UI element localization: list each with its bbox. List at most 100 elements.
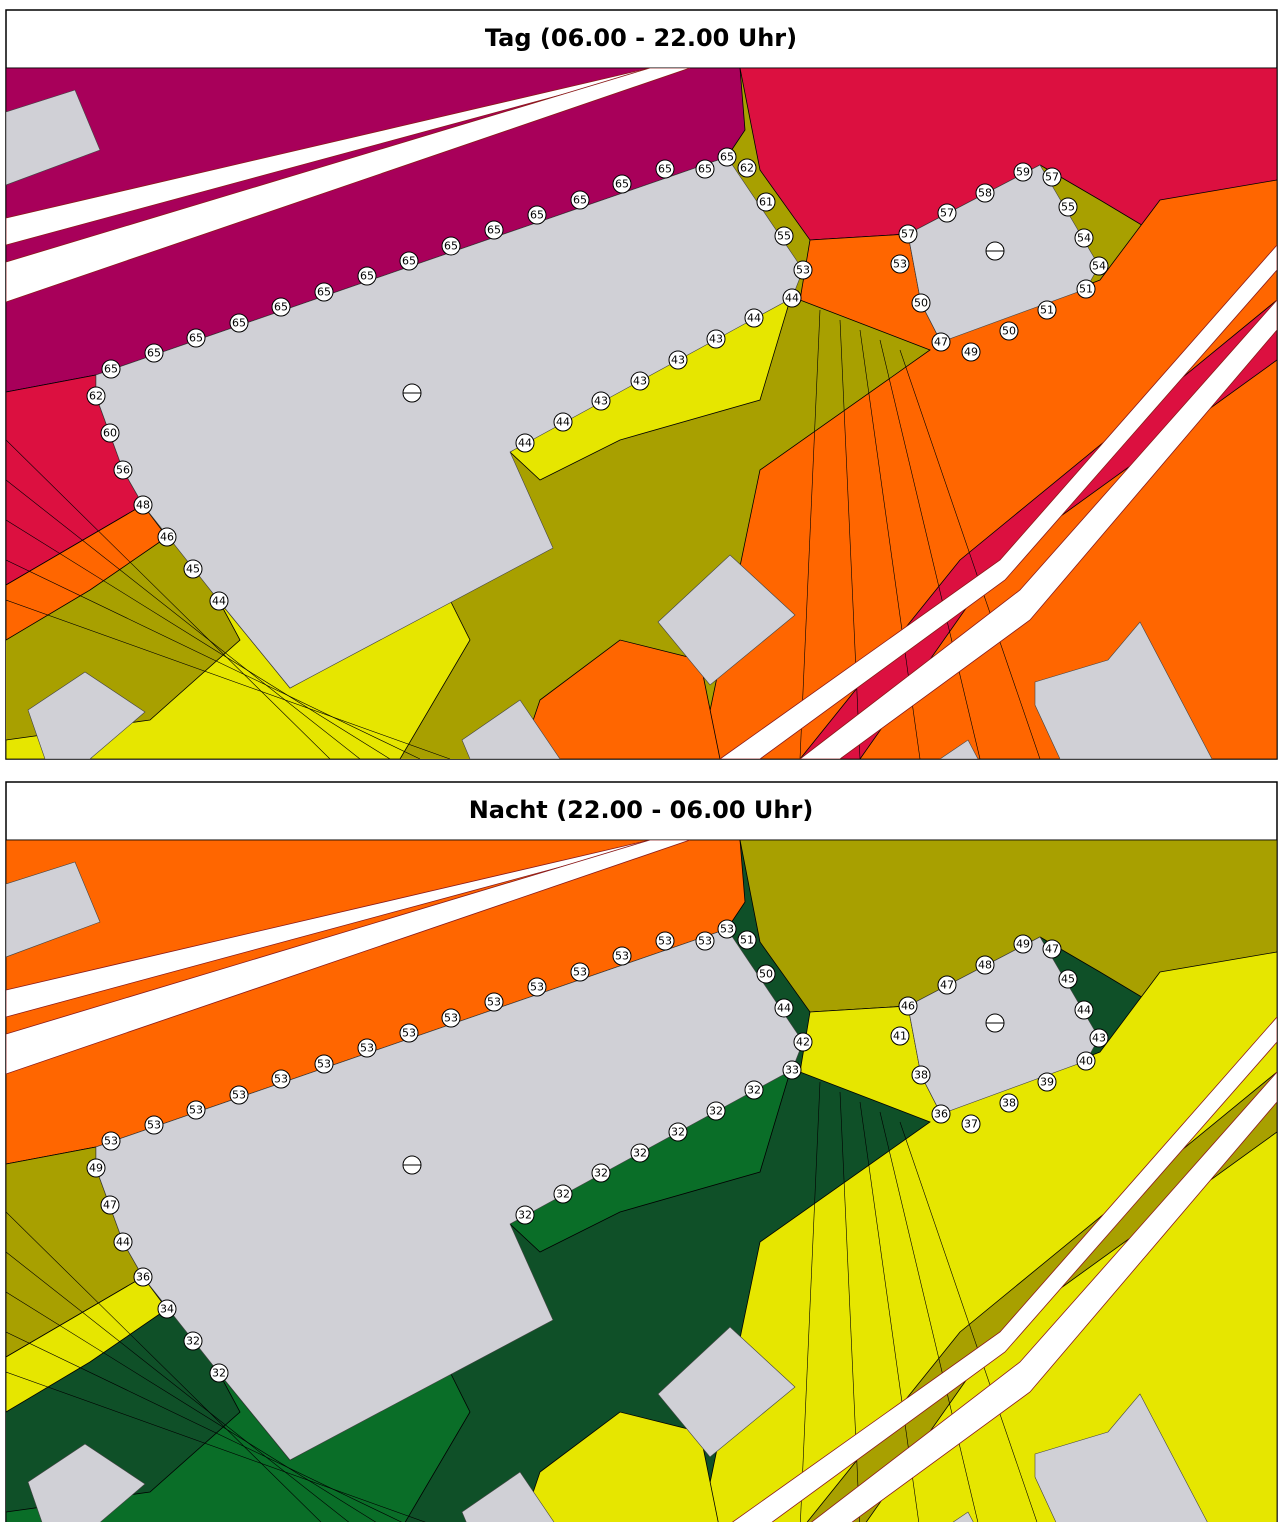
- building: [1034, 1393, 1210, 1526]
- level-badge: [570, 190, 590, 210]
- level-badge: [744, 308, 764, 328]
- level-label: 53: [698, 935, 712, 948]
- level-label: 44: [785, 292, 799, 305]
- level-badge: [695, 159, 715, 179]
- level-label: 61: [759, 196, 773, 209]
- level-label: 53: [232, 1089, 246, 1102]
- level-badge: [183, 1331, 203, 1351]
- level-badge: [1037, 1072, 1057, 1092]
- level-badge: [186, 328, 206, 348]
- level-badge: [183, 559, 203, 579]
- level-label: 49: [964, 346, 978, 359]
- level-label: 43: [633, 375, 647, 388]
- level-badge: [695, 931, 715, 951]
- level-badge: [144, 1115, 164, 1135]
- level-badge: [737, 158, 757, 178]
- level-label: 53: [615, 950, 629, 963]
- level-label: 32: [594, 1167, 608, 1180]
- panel-night: Nacht (22.00 - 06.00 Uhr) 53515353535353…: [5, 781, 1278, 1526]
- level-label: 47: [940, 979, 954, 992]
- zone: [6, 1276, 168, 1413]
- level-label: 33: [785, 1064, 799, 1077]
- level-label: 65: [698, 163, 712, 176]
- level-label: 46: [901, 1000, 915, 1013]
- level-badge: [441, 1008, 461, 1028]
- level-label: 40: [1079, 1055, 1093, 1068]
- level-badge: [668, 350, 688, 370]
- panel-title: Tag (06.00 - 22.00 Uhr): [485, 24, 797, 52]
- road: [6, 840, 661, 1018]
- level-label: 62: [89, 390, 103, 403]
- contour-line: [879, 1111, 980, 1526]
- level-badge: [961, 342, 981, 362]
- level-label: 53: [487, 996, 501, 1009]
- level-label: 53: [317, 1058, 331, 1071]
- level-label: 65: [573, 194, 587, 207]
- level-label: 45: [1061, 973, 1075, 986]
- level-label: 53: [573, 966, 587, 979]
- level-label: 57: [1045, 171, 1059, 184]
- level-label: 32: [747, 1084, 761, 1097]
- level-label: 65: [232, 317, 246, 330]
- level-badge: [999, 321, 1019, 341]
- level-label: 56: [116, 464, 130, 477]
- level-badge: [668, 1122, 688, 1142]
- level-label: 43: [709, 333, 723, 346]
- level-label: 65: [487, 224, 501, 237]
- level-label: 57: [901, 228, 915, 241]
- level-badge: [975, 955, 995, 975]
- zone: [6, 504, 168, 641]
- level-label: 51: [740, 934, 754, 947]
- level-label: 45: [186, 563, 200, 576]
- contour-line: [6, 1291, 383, 1526]
- level-label: 44: [747, 312, 761, 325]
- level-label: 58: [978, 187, 992, 200]
- level-badge: [1089, 256, 1109, 276]
- contour-line: [799, 309, 821, 759]
- contour-line: [799, 1081, 821, 1526]
- building: [657, 1326, 796, 1458]
- level-badge: [553, 412, 573, 432]
- contour-line: [6, 599, 451, 759]
- level-badge: [744, 1080, 764, 1100]
- level-badge: [86, 386, 106, 406]
- level-label: 65: [360, 270, 374, 283]
- level-label: 54: [1077, 232, 1091, 245]
- level-label: 39: [1040, 1076, 1054, 1089]
- zone: [739, 68, 1277, 241]
- level-label: 60: [103, 427, 117, 440]
- level-badge: [782, 1060, 802, 1080]
- level-badge: [1042, 939, 1062, 959]
- level-label: 47: [934, 336, 948, 349]
- level-badge: [229, 1085, 249, 1105]
- level-badge: [229, 313, 249, 333]
- level-badge: [931, 332, 951, 352]
- building: [1034, 621, 1213, 759]
- building: [939, 739, 979, 759]
- contour-line: [879, 339, 981, 759]
- contour-line: [6, 559, 421, 759]
- level-label: 44: [518, 437, 532, 450]
- level-label: 55: [777, 230, 791, 243]
- level-badge: [706, 329, 726, 349]
- road: [6, 68, 691, 303]
- level-badge: [100, 1195, 120, 1215]
- building: [27, 671, 146, 759]
- level-label: 32: [671, 1126, 685, 1139]
- level-label: 50: [1002, 325, 1016, 338]
- level-badge: [144, 343, 164, 363]
- level-label: 48: [136, 499, 150, 512]
- level-badge: [1089, 1028, 1109, 1048]
- level-badge: [756, 964, 776, 984]
- zone: [739, 840, 1277, 1013]
- level-label: 65: [189, 332, 203, 345]
- level-label: 65: [720, 151, 734, 164]
- level-label: 37: [964, 1118, 978, 1131]
- level-label: 32: [709, 1105, 723, 1118]
- level-label: 57: [940, 207, 954, 220]
- level-badge: [1074, 228, 1094, 248]
- building: [95, 928, 804, 1461]
- level-label: 55: [1061, 201, 1075, 214]
- level-label: 36: [934, 1108, 948, 1121]
- level-badge: [793, 1032, 813, 1052]
